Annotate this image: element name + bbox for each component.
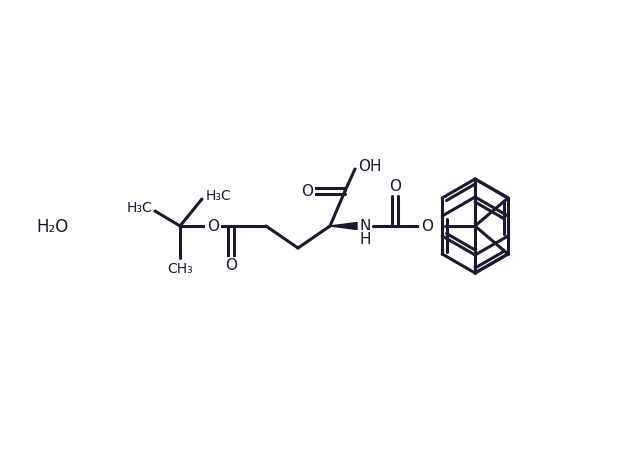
Text: H: H bbox=[359, 232, 371, 246]
Text: O: O bbox=[225, 258, 237, 274]
Text: O: O bbox=[421, 219, 433, 234]
Text: H₂O: H₂O bbox=[36, 218, 68, 236]
Text: O: O bbox=[207, 219, 219, 234]
Polygon shape bbox=[330, 222, 357, 229]
Text: O: O bbox=[389, 179, 401, 194]
Text: N: N bbox=[359, 219, 371, 234]
Text: H₃C: H₃C bbox=[126, 201, 152, 215]
Text: O: O bbox=[301, 183, 313, 198]
Text: CH₃: CH₃ bbox=[167, 262, 193, 276]
Text: H₃C: H₃C bbox=[205, 189, 231, 203]
Text: OH: OH bbox=[358, 158, 381, 173]
